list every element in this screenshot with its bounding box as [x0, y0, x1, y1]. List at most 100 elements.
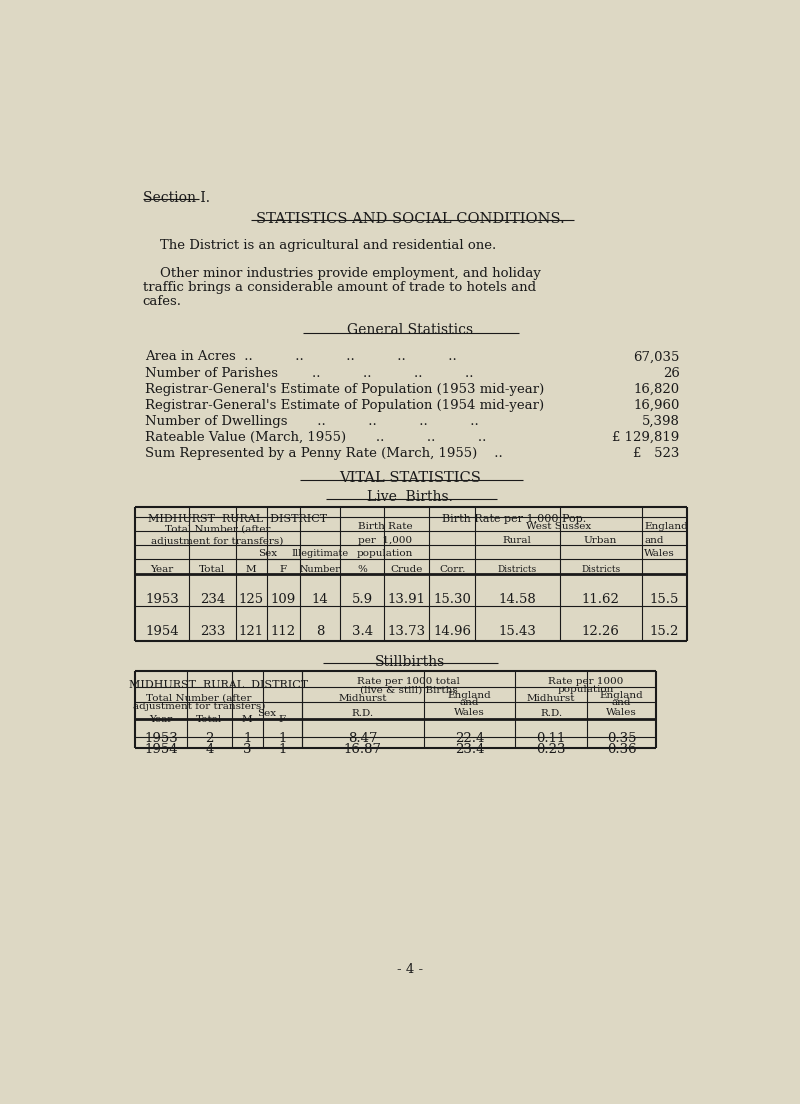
Text: cafes.: cafes.	[142, 295, 182, 308]
Text: per  1,000: per 1,000	[358, 535, 412, 545]
Text: Midhurst: Midhurst	[526, 693, 575, 703]
Text: 12.26: 12.26	[582, 625, 619, 638]
Text: 109: 109	[270, 593, 296, 606]
Text: M: M	[246, 565, 257, 574]
Text: 23.4: 23.4	[455, 743, 485, 756]
Text: 1953: 1953	[144, 732, 178, 744]
Text: 1953: 1953	[145, 593, 179, 606]
Text: Other minor industries provide employment, and holiday: Other minor industries provide employmen…	[142, 267, 541, 280]
Text: Rate per 1000: Rate per 1000	[548, 677, 624, 686]
Text: 13.91: 13.91	[388, 593, 426, 606]
Text: England: England	[644, 522, 688, 531]
Text: 0.35: 0.35	[607, 732, 636, 744]
Text: VITAL STATISTICS: VITAL STATISTICS	[339, 471, 481, 486]
Text: traffic brings a considerable amount of trade to hotels and: traffic brings a considerable amount of …	[142, 282, 536, 294]
Text: Districts: Districts	[581, 565, 620, 574]
Text: Wales: Wales	[454, 709, 485, 718]
Text: STATISTICS AND SOCIAL CONDITIONS.: STATISTICS AND SOCIAL CONDITIONS.	[256, 212, 564, 226]
Text: 16.87: 16.87	[344, 743, 382, 756]
Text: Sum Represented by a Penny Rate (March, 1955)    ..: Sum Represented by a Penny Rate (March, …	[145, 447, 502, 460]
Text: and: and	[644, 535, 663, 545]
Text: (live & still) Births: (live & still) Births	[359, 686, 458, 694]
Text: Rateable Value (March, 1955)       ..          ..          ..: Rateable Value (March, 1955) .. .. ..	[145, 432, 486, 444]
Text: Rural: Rural	[503, 535, 532, 545]
Text: 1: 1	[278, 732, 286, 744]
Text: - 4 -: - 4 -	[397, 963, 423, 976]
Text: 2: 2	[205, 732, 214, 744]
Text: Area in Acres  ..          ..          ..          ..          ..: Area in Acres .. .. .. .. ..	[145, 350, 457, 363]
Text: 14: 14	[312, 593, 329, 606]
Text: 0.23: 0.23	[536, 743, 566, 756]
Text: Urban: Urban	[584, 535, 618, 545]
Text: 121: 121	[238, 625, 264, 638]
Text: Birth Rate per 1,000 Pop.: Birth Rate per 1,000 Pop.	[442, 513, 586, 523]
Text: M: M	[242, 715, 253, 724]
Text: 112: 112	[270, 625, 296, 638]
Text: 233: 233	[200, 625, 225, 638]
Text: 14.58: 14.58	[498, 593, 536, 606]
Text: 1: 1	[278, 743, 286, 756]
Text: 15.5: 15.5	[650, 593, 679, 606]
Text: 4: 4	[205, 743, 214, 756]
Text: 26: 26	[663, 367, 680, 380]
Text: Districts: Districts	[498, 565, 537, 574]
Text: The District is an agricultural and residential one.: The District is an agricultural and resi…	[142, 238, 496, 252]
Text: 15.43: 15.43	[498, 625, 536, 638]
Text: population: population	[558, 686, 614, 694]
Text: 1954: 1954	[144, 743, 178, 756]
Text: Wales: Wales	[606, 709, 637, 718]
Text: and: and	[612, 699, 631, 708]
Text: £ 129,819: £ 129,819	[613, 432, 680, 444]
Text: Number of Parishes        ..          ..          ..          ..: Number of Parishes .. .. .. ..	[145, 367, 474, 380]
Text: Rate per 1000 total: Rate per 1000 total	[357, 677, 460, 686]
Text: Sex: Sex	[258, 549, 278, 558]
Text: Birth Rate: Birth Rate	[358, 522, 412, 531]
Text: Total Number (after: Total Number (after	[146, 693, 251, 703]
Text: R.D.: R.D.	[352, 709, 374, 719]
Text: West Sussex: West Sussex	[526, 522, 591, 531]
Text: Number of Dwellings       ..          ..          ..          ..: Number of Dwellings .. .. .. ..	[145, 415, 478, 428]
Text: Registrar-General's Estimate of Population (1954 mid-year): Registrar-General's Estimate of Populati…	[145, 399, 544, 412]
Text: 5,398: 5,398	[642, 415, 680, 428]
Text: Midhurst: Midhurst	[338, 693, 387, 703]
Text: Wales: Wales	[644, 549, 675, 558]
Text: 1954: 1954	[145, 625, 179, 638]
Text: 1: 1	[243, 732, 251, 744]
Text: and: and	[460, 699, 479, 708]
Text: £   523: £ 523	[634, 447, 680, 460]
Text: 16,960: 16,960	[634, 399, 680, 412]
Text: Live  Births.: Live Births.	[367, 490, 453, 503]
Text: 15.30: 15.30	[434, 593, 471, 606]
Text: Total Number (after: Total Number (after	[165, 524, 270, 533]
Text: 0.36: 0.36	[606, 743, 636, 756]
Text: 13.73: 13.73	[388, 625, 426, 638]
Text: Illegitimate: Illegitimate	[291, 549, 349, 558]
Text: Sex: Sex	[257, 709, 276, 719]
Text: MIDHURST  RURAL  DISTRICT: MIDHURST RURAL DISTRICT	[129, 680, 308, 690]
Text: General Statistics: General Statistics	[347, 323, 473, 338]
Text: Year: Year	[150, 715, 173, 724]
Text: adjustment for transfers): adjustment for transfers)	[133, 701, 265, 711]
Text: Corr.: Corr.	[439, 565, 466, 574]
Text: 15.2: 15.2	[650, 625, 679, 638]
Text: adjustment for transfers): adjustment for transfers)	[151, 537, 284, 545]
Text: 11.62: 11.62	[582, 593, 619, 606]
Text: 0.11: 0.11	[536, 732, 566, 744]
Text: Registrar-General's Estimate of Population (1953 mid-year): Registrar-General's Estimate of Populati…	[145, 383, 544, 395]
Text: 3: 3	[243, 743, 251, 756]
Text: 125: 125	[238, 593, 264, 606]
Text: Number: Number	[300, 565, 341, 574]
Text: F: F	[278, 715, 286, 724]
Text: 16,820: 16,820	[634, 383, 680, 395]
Text: Stillbirths: Stillbirths	[375, 655, 445, 669]
Text: Total: Total	[196, 715, 222, 724]
Text: Crude: Crude	[390, 565, 423, 574]
Text: Section I.: Section I.	[142, 191, 210, 205]
Text: 8: 8	[316, 625, 324, 638]
Text: 8.47: 8.47	[348, 732, 378, 744]
Text: F: F	[280, 565, 287, 574]
Text: England: England	[448, 691, 491, 701]
Text: Total: Total	[199, 565, 226, 574]
Text: 234: 234	[200, 593, 225, 606]
Text: 22.4: 22.4	[455, 732, 484, 744]
